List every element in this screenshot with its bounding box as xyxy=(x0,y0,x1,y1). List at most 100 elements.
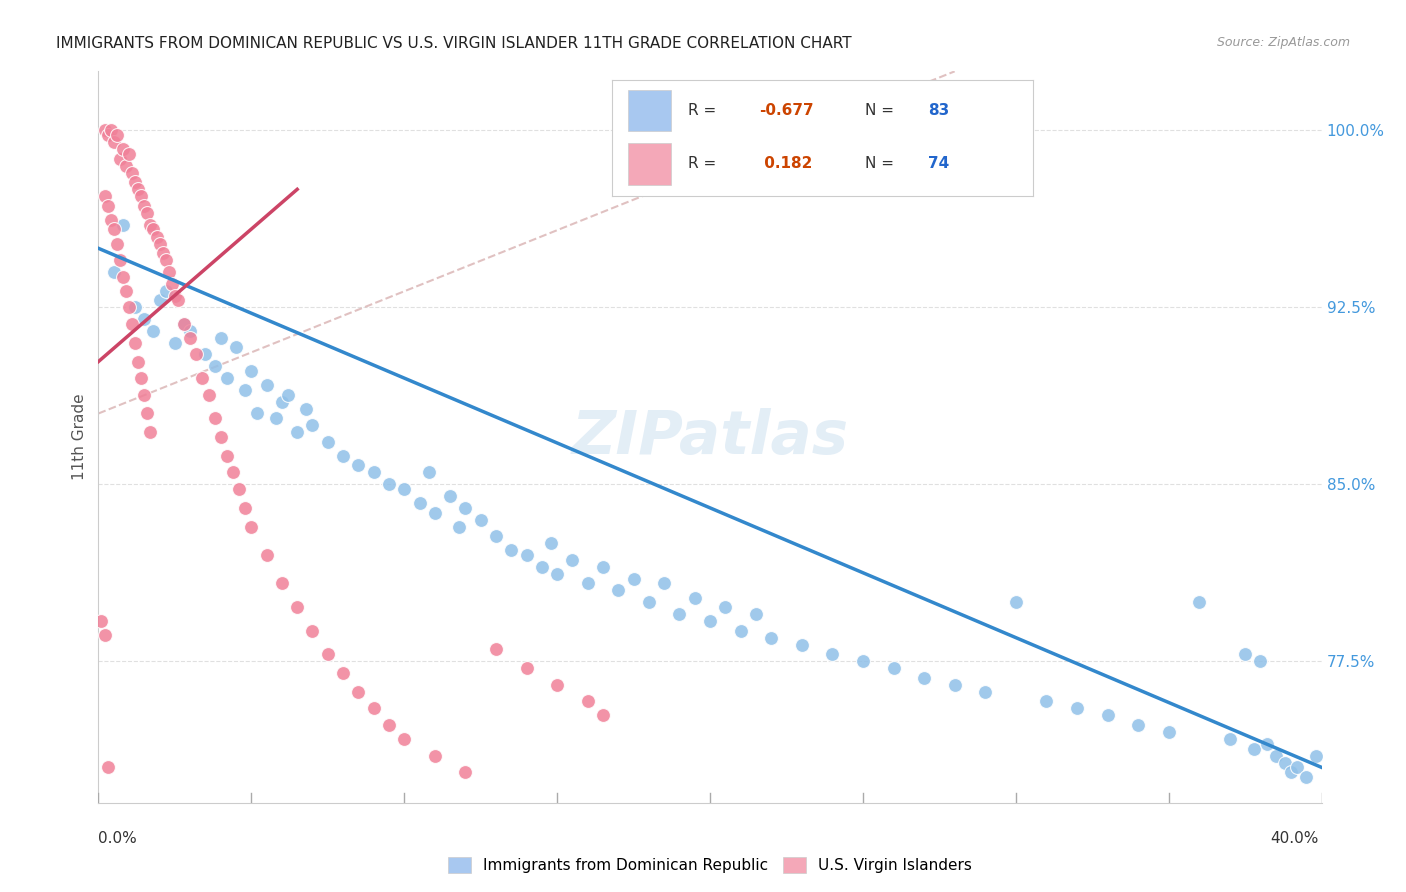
Point xyxy=(264,411,287,425)
Point xyxy=(124,175,146,189)
Point xyxy=(149,236,172,251)
Text: 0.0%: 0.0% xyxy=(98,831,138,846)
Point xyxy=(576,576,599,591)
Point xyxy=(363,701,385,715)
Point xyxy=(93,123,115,137)
Point xyxy=(332,666,354,681)
Point xyxy=(134,387,156,401)
Point xyxy=(592,708,614,723)
Point xyxy=(943,678,966,692)
Point xyxy=(240,520,263,534)
Point xyxy=(546,566,568,581)
Point xyxy=(1305,748,1327,763)
Point xyxy=(576,694,599,708)
Y-axis label: 11th Grade: 11th Grade xyxy=(72,393,87,481)
Point xyxy=(233,500,256,515)
Point xyxy=(1295,770,1317,784)
Point xyxy=(277,387,299,401)
Point xyxy=(108,152,131,166)
Point xyxy=(1243,741,1265,756)
Point xyxy=(1274,756,1296,770)
Point xyxy=(157,265,180,279)
Text: N =: N = xyxy=(865,103,898,118)
Text: ZIPatlas: ZIPatlas xyxy=(571,408,849,467)
Point xyxy=(115,284,138,298)
Point xyxy=(179,324,201,338)
Point xyxy=(139,218,162,232)
Point xyxy=(1264,748,1286,763)
Point xyxy=(186,347,208,361)
Point xyxy=(160,277,183,291)
Point xyxy=(759,631,782,645)
Point xyxy=(215,449,238,463)
Point xyxy=(225,340,247,354)
Point xyxy=(501,543,523,558)
Point xyxy=(1066,701,1088,715)
Point xyxy=(124,335,146,350)
Point xyxy=(139,425,162,440)
Point xyxy=(127,354,149,368)
Point xyxy=(449,520,471,534)
Point xyxy=(392,732,416,747)
Point xyxy=(683,591,706,605)
Point xyxy=(204,411,226,425)
Point xyxy=(108,253,131,268)
Point xyxy=(301,624,323,638)
Text: IMMIGRANTS FROM DOMINICAN REPUBLIC VS U.S. VIRGIN ISLANDER 11TH GRADE CORRELATIO: IMMIGRANTS FROM DOMINICAN REPUBLIC VS U.… xyxy=(56,36,852,51)
Point xyxy=(470,513,492,527)
Point xyxy=(111,269,134,284)
Point xyxy=(115,159,138,173)
Point xyxy=(215,371,238,385)
Point xyxy=(1035,694,1057,708)
Point xyxy=(149,293,172,308)
Point xyxy=(97,760,120,774)
Point xyxy=(912,671,935,685)
Point xyxy=(136,206,159,220)
Point xyxy=(392,482,416,496)
Point xyxy=(209,430,232,444)
Point xyxy=(1097,708,1119,723)
Point xyxy=(233,383,256,397)
Point xyxy=(418,466,440,480)
Point xyxy=(270,394,292,409)
Point xyxy=(852,654,875,668)
Text: 0.182: 0.182 xyxy=(759,156,813,171)
Point xyxy=(1249,654,1271,668)
Point xyxy=(173,317,195,331)
Point xyxy=(100,213,122,227)
Point xyxy=(105,236,128,251)
Point xyxy=(607,583,630,598)
Text: -0.677: -0.677 xyxy=(759,103,814,118)
Point xyxy=(194,347,217,361)
Point xyxy=(93,628,115,642)
Point xyxy=(121,317,143,331)
Point xyxy=(155,284,177,298)
Point xyxy=(134,199,156,213)
Text: R =: R = xyxy=(688,103,721,118)
Point xyxy=(347,685,370,699)
Point xyxy=(228,482,250,496)
Point xyxy=(295,401,318,416)
Point xyxy=(347,458,370,473)
Point xyxy=(240,364,263,378)
Point xyxy=(1128,718,1150,732)
Point xyxy=(378,477,401,491)
Point xyxy=(129,371,152,385)
Point xyxy=(145,229,167,244)
Point xyxy=(745,607,768,621)
Point xyxy=(142,222,165,236)
Text: 83: 83 xyxy=(928,103,949,118)
Point xyxy=(179,331,201,345)
Point xyxy=(652,576,675,591)
Point xyxy=(173,317,195,331)
Point xyxy=(883,661,905,675)
Point xyxy=(485,642,508,657)
Point xyxy=(1234,647,1257,661)
Text: Source: ZipAtlas.com: Source: ZipAtlas.com xyxy=(1216,36,1350,49)
Point xyxy=(256,548,278,562)
Point xyxy=(97,128,120,142)
Point xyxy=(316,647,339,661)
Text: 40.0%: 40.0% xyxy=(1271,831,1319,846)
Point xyxy=(485,529,508,543)
Point xyxy=(103,222,125,236)
